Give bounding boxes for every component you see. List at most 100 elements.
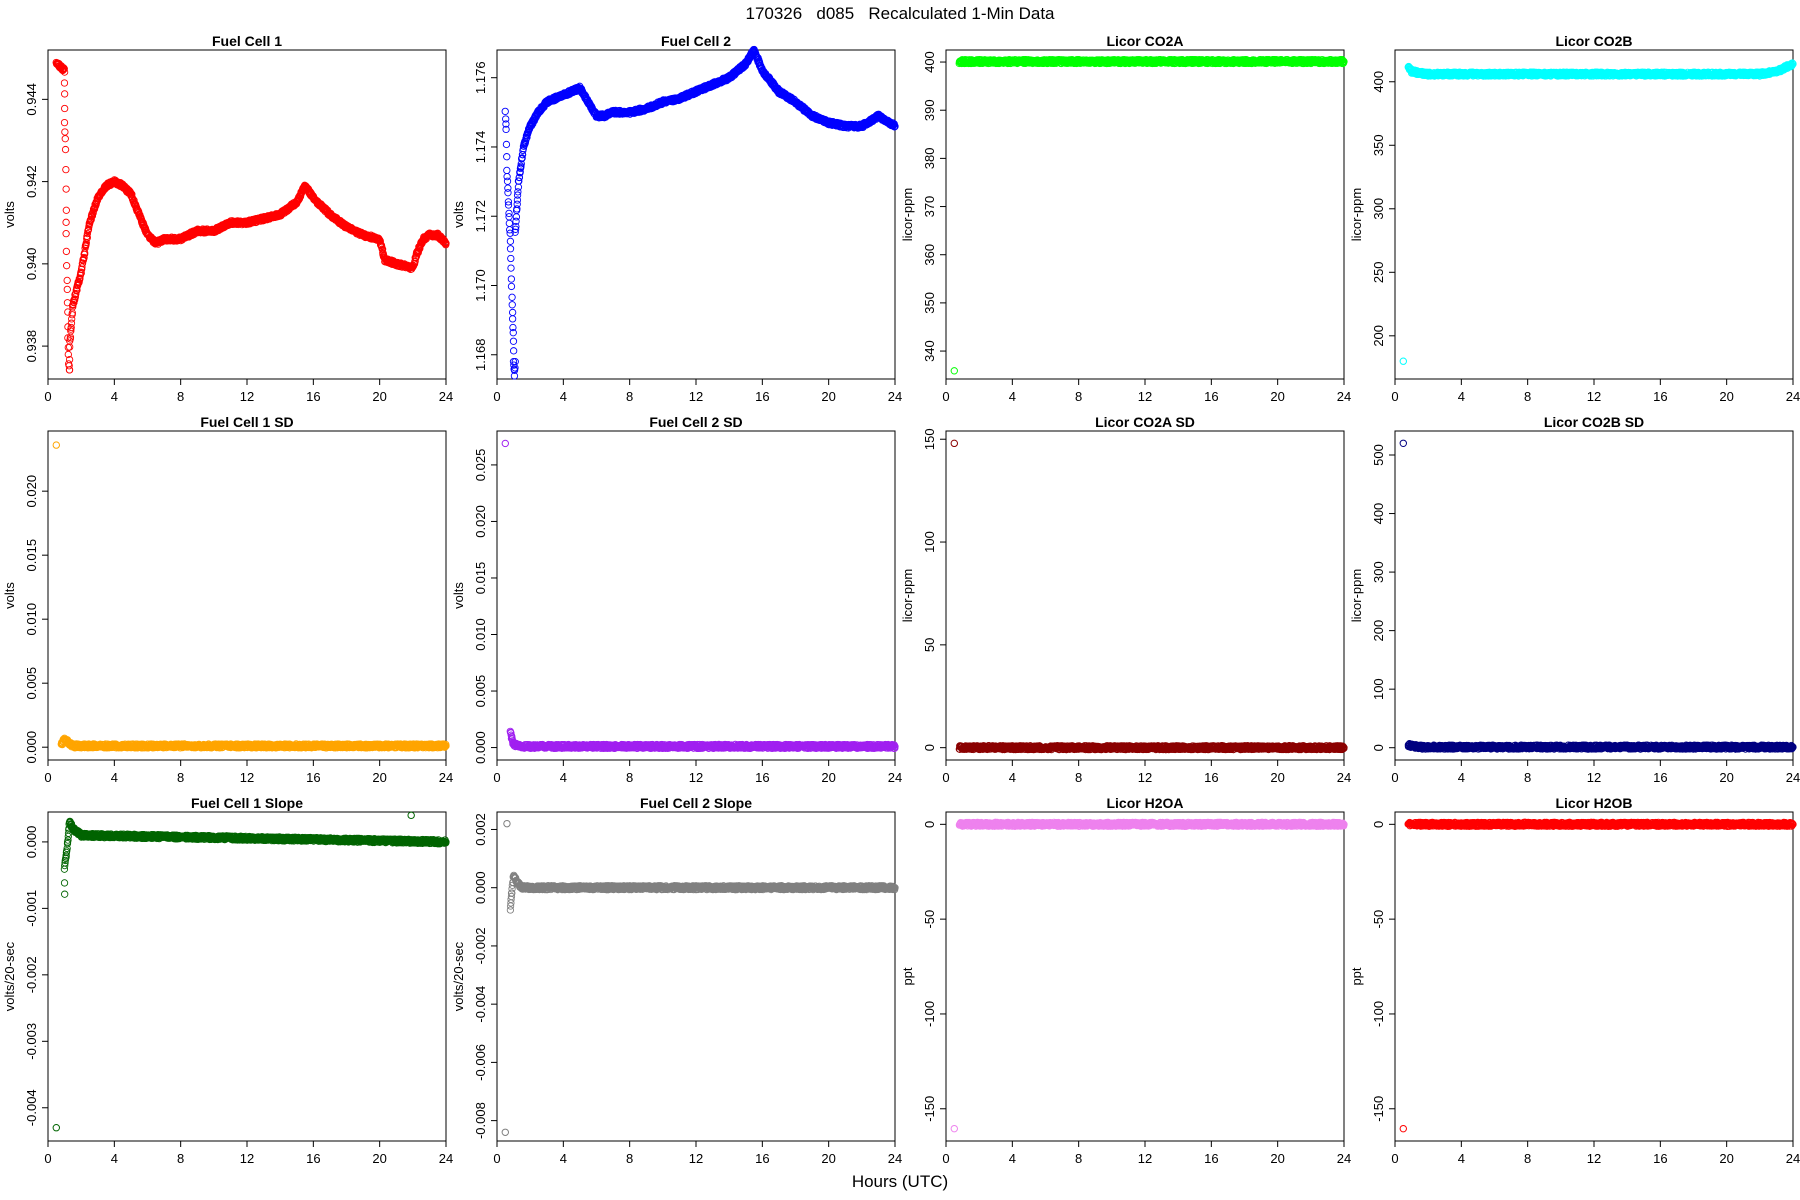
- y-tick-label: 380: [922, 148, 937, 170]
- x-tick-label: 4: [560, 389, 567, 404]
- data-point: [501, 107, 509, 116]
- data-point: [508, 308, 517, 317]
- data-point: [65, 366, 74, 374]
- y-tick-label: 370: [922, 196, 937, 218]
- data-point: [503, 166, 511, 175]
- y-tick-label: 250: [1371, 261, 1386, 283]
- x-tick-label: 12: [1587, 389, 1601, 404]
- x-tick-label: 8: [177, 389, 184, 404]
- data-point: [60, 118, 69, 127]
- x-tick-label: 24: [888, 389, 902, 404]
- x-tick-label: 16: [755, 389, 769, 404]
- data-point: [128, 190, 136, 198]
- x-tick-label: 20: [1719, 389, 1733, 404]
- data-point: [507, 275, 516, 283]
- x-tick-label: 20: [372, 389, 386, 404]
- data-point: [507, 254, 515, 263]
- y-axis-label: licor-ppm: [1349, 188, 1364, 241]
- y-tick-label: 400: [922, 51, 937, 73]
- data-point: [62, 247, 71, 256]
- y-tick-label: 1.172: [473, 200, 488, 233]
- data-point: [80, 253, 88, 262]
- y-axis-label: licor-ppm: [900, 188, 915, 241]
- y-tick-label: 0.942: [24, 165, 39, 198]
- data-point: [514, 183, 523, 191]
- y-axis-label: volts: [451, 201, 466, 228]
- data-point: [950, 367, 958, 375]
- y-axis-label: volts: [2, 201, 17, 228]
- data-point: [62, 206, 70, 214]
- data-point: [509, 347, 518, 355]
- data-point: [507, 282, 516, 291]
- y-tick-label: 350: [1371, 134, 1386, 156]
- data-point: [62, 165, 70, 174]
- data-point: [61, 135, 69, 143]
- y-tick-label: 1.174: [473, 131, 488, 164]
- data-point: [93, 196, 102, 204]
- data-point: [61, 145, 70, 154]
- data-point: [506, 237, 515, 245]
- data-point: [61, 128, 69, 136]
- y-tick-label: 1.168: [473, 338, 488, 371]
- data-point: [78, 259, 87, 267]
- x-tick-label: 16: [306, 389, 320, 404]
- x-tick-label: 8: [1524, 389, 1531, 404]
- panel-title: Fuel Cell 1: [212, 33, 282, 49]
- data-point: [508, 293, 516, 301]
- data-point: [512, 213, 521, 221]
- y-tick-label: 300: [1371, 198, 1386, 220]
- data-point: [502, 140, 511, 149]
- data-point: [130, 196, 138, 205]
- data-point: [503, 153, 511, 161]
- x-tick-label: 4: [1458, 389, 1465, 404]
- panel-title: Licor CO2B: [1555, 33, 1632, 49]
- x-tick-label: 24: [439, 389, 453, 404]
- y-tick-label: 400: [1371, 71, 1386, 93]
- x-tick-label: 12: [689, 389, 703, 404]
- x-tick-label: 0: [493, 389, 500, 404]
- data-point: [64, 350, 72, 359]
- x-tick-label: 20: [1270, 389, 1284, 404]
- data-point: [63, 276, 71, 285]
- data-point: [87, 216, 95, 224]
- x-tick-label: 20: [821, 389, 835, 404]
- y-tick-label: 0.940: [24, 248, 39, 281]
- data-point: [62, 185, 70, 193]
- panel-title: Fuel Cell 2: [661, 33, 731, 49]
- data-point: [87, 213, 96, 221]
- data-point: [1399, 357, 1407, 365]
- data-point: [507, 264, 515, 272]
- x-tick-label: 16: [1653, 389, 1667, 404]
- x-tick-label: 4: [111, 389, 118, 404]
- data-point: [62, 229, 70, 238]
- data-point: [65, 355, 74, 364]
- data-point: [83, 229, 92, 238]
- data-point: [63, 285, 71, 294]
- x-tick-label: 24: [1337, 389, 1351, 404]
- y-tick-label: 360: [922, 244, 937, 266]
- plot-frame: [1394, 49, 1794, 380]
- y-tick-label: 0.938: [24, 330, 39, 363]
- data-point: [503, 177, 512, 185]
- data-point: [505, 219, 513, 227]
- data-point: [504, 189, 512, 197]
- x-tick-label: 8: [1075, 389, 1082, 404]
- plot-frame: [47, 49, 447, 380]
- plot-frame: [945, 49, 1345, 380]
- chart-fc1: Fuel Cell 10 4 8 12 16 20 240.9380.9400.9420.9…: [2, 33, 453, 404]
- x-tick-label: 24: [1786, 389, 1800, 404]
- data-point: [62, 262, 71, 270]
- data-point: [509, 337, 518, 345]
- y-tick-label: 390: [922, 99, 937, 121]
- figure-title: 170326 d085 Recalculated 1-Min Data: [745, 4, 1055, 23]
- data-point: [60, 68, 69, 76]
- y-tick-label: 1.176: [473, 61, 488, 94]
- y-tick-label: 0.944: [24, 83, 39, 116]
- data-point: [62, 218, 70, 226]
- panel-title: Licor CO2A: [1106, 33, 1183, 49]
- data-point: [67, 323, 75, 332]
- data-point: [508, 301, 516, 309]
